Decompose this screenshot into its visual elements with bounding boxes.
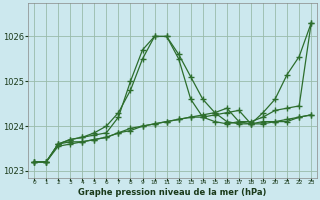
X-axis label: Graphe pression niveau de la mer (hPa): Graphe pression niveau de la mer (hPa) [78, 188, 267, 197]
